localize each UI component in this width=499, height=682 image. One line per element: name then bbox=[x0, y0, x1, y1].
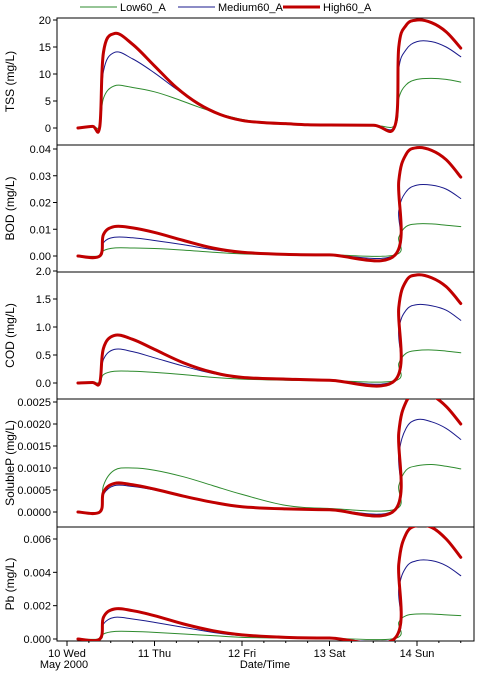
series-line-high60_a bbox=[76, 527, 463, 641]
panel-5: 0.000 0.002 0.004 0.006 Pb (mg/L) bbox=[3, 526, 475, 646]
y-axis-label: SolubleP (mg/L) bbox=[3, 420, 17, 506]
series-group bbox=[76, 399, 463, 518]
y-tick-label: 0.0005 bbox=[17, 485, 51, 497]
series-line-high60_a bbox=[76, 399, 463, 518]
panel-2: 0.00 0.01 0.02 0.03 0.04 BOD (mg/L) bbox=[3, 144, 475, 273]
y-tick-label: 0.0000 bbox=[17, 507, 51, 519]
y-tick-label: 0.04 bbox=[30, 144, 51, 156]
x-tick-label: 12 Fri bbox=[228, 648, 256, 660]
x-axis: May 2000 Date/Time 10 Wed 11 Thu 12 Fri 13 … bbox=[40, 641, 462, 671]
panel-frame bbox=[56, 526, 475, 642]
series-group bbox=[76, 145, 463, 263]
y-tick-label: 20 bbox=[39, 15, 51, 27]
y-tick-label: 5 bbox=[45, 96, 51, 108]
series-line-low60_a bbox=[77, 77, 462, 130]
legend: Low60_A Medium60_A High60_A bbox=[80, 2, 372, 14]
legend-label-low: Low60_A bbox=[120, 2, 167, 14]
x-axis-sublabel: May 2000 bbox=[40, 659, 88, 671]
legend-label-medium: Medium60_A bbox=[218, 2, 283, 14]
y-tick-label: 0.0 bbox=[36, 378, 51, 390]
panel-1: 0 5 10 15 20 TSS (mg/L) bbox=[3, 15, 475, 146]
x-tick-label: 14 Sun bbox=[400, 648, 435, 660]
y-tick-label: 0.000 bbox=[23, 634, 51, 646]
series-line-high60_a bbox=[76, 18, 463, 134]
y-tick-label: 0.02 bbox=[30, 198, 51, 210]
x-tick-label: 11 Thu bbox=[138, 648, 171, 660]
y-tick-label: 0.0020 bbox=[17, 419, 51, 431]
y-tick-label: 2.0 bbox=[36, 266, 51, 278]
series-line-medium60_a bbox=[77, 303, 462, 385]
y-tick-label: 1.5 bbox=[36, 294, 51, 306]
panel-3: 0.0 0.5 1.0 1.5 2.0 COD (mg/L) bbox=[3, 266, 475, 400]
x-tick-label: 13 Sat bbox=[314, 648, 346, 660]
y-tick-label: 0.0015 bbox=[17, 441, 51, 453]
y-tick-label: 0.006 bbox=[23, 534, 51, 546]
series-line-high60_a bbox=[76, 273, 463, 388]
y-tick-label: 0.004 bbox=[23, 567, 51, 579]
x-axis-label: Date/Time bbox=[240, 659, 290, 671]
chart-panels: 0 5 10 15 20 TSS (mg/L) 0.00 0.01 0.02 0.03 0.04 BO… bbox=[3, 15, 475, 646]
y-tick-label: 15 bbox=[39, 42, 51, 54]
y-tick-label: 0.0010 bbox=[17, 463, 51, 475]
y-tick-label: 0.03 bbox=[30, 171, 51, 183]
x-tick-label: 10 Wed bbox=[48, 648, 86, 660]
y-tick-label: 0.0025 bbox=[17, 397, 51, 409]
y-axis-label: TSS (mg/L) bbox=[3, 51, 17, 112]
y-axis-label: Pb (mg/L) bbox=[3, 558, 17, 611]
y-tick-label: 0.002 bbox=[23, 601, 51, 613]
series-group bbox=[76, 18, 463, 134]
legend-label-high: High60_A bbox=[323, 2, 372, 14]
series-line-low60_a bbox=[77, 349, 462, 384]
series-line-low60_a bbox=[77, 463, 462, 515]
series-line-medium60_a bbox=[77, 183, 462, 260]
y-axis-label: BOD (mg/L) bbox=[3, 176, 17, 240]
series-line-medium60_a bbox=[77, 418, 462, 515]
y-axis-label: COD (mg/L) bbox=[3, 303, 17, 368]
series-line-medium60_a bbox=[77, 559, 462, 641]
y-tick-label: 0.5 bbox=[36, 350, 51, 362]
y-tick-label: 1.0 bbox=[36, 322, 51, 334]
y-tick-label: 0.01 bbox=[30, 224, 51, 236]
y-tick-label: 0.00 bbox=[30, 251, 51, 263]
series-line-high60_a bbox=[76, 145, 463, 263]
y-tick-label: 0 bbox=[45, 123, 51, 135]
panel-4: 0.0000 0.0005 0.0010 0.0015 0.0020 0.0025Solu… bbox=[3, 397, 475, 528]
series-group bbox=[76, 273, 463, 388]
series-line-medium60_a bbox=[77, 40, 462, 132]
series-group bbox=[76, 527, 463, 641]
y-tick-label: 10 bbox=[39, 69, 51, 81]
